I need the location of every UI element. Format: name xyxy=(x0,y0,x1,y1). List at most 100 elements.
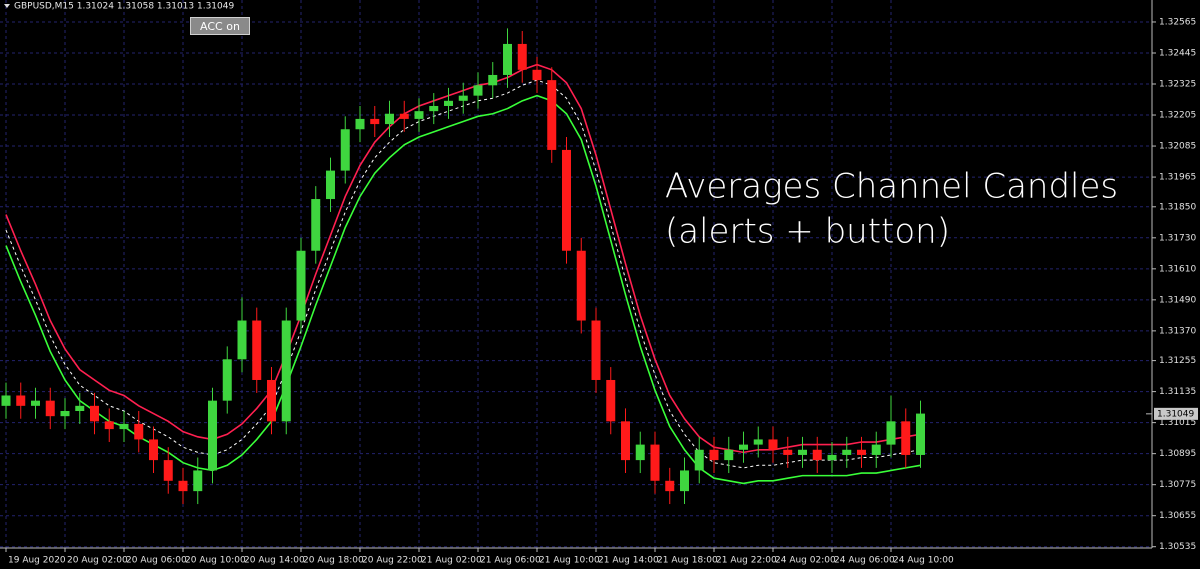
candle-body xyxy=(753,439,763,445)
y-tick-label: 1.31370 xyxy=(1159,326,1196,336)
x-tick-label: 24 Aug 02:00 xyxy=(775,556,836,566)
y-tick-label: 1.31015 xyxy=(1159,418,1196,428)
candle-body xyxy=(149,439,158,461)
chart-title: Averages Channel Candles xyxy=(665,167,1118,207)
candle-body xyxy=(532,69,542,81)
candle-body xyxy=(621,421,630,461)
candle-body xyxy=(444,100,453,106)
candle-body xyxy=(562,149,571,251)
y-tick-label: 1.30655 xyxy=(1159,511,1196,521)
x-tick-label: 21 Aug 18:00 xyxy=(657,556,718,566)
candle-body xyxy=(252,320,262,380)
candle-body xyxy=(503,43,512,75)
x-tick-label: 20 Aug 14:00 xyxy=(244,556,305,566)
candle-body xyxy=(871,444,881,455)
y-tick-label: 1.31850 xyxy=(1159,202,1196,212)
x-tick-label: 20 Aug 06:00 xyxy=(126,556,187,566)
candle-body xyxy=(916,413,925,455)
chart-subtitle: (alerts + button) xyxy=(665,212,950,252)
last-price-box xyxy=(1154,407,1198,420)
candle-body xyxy=(31,400,40,406)
y-tick-label: 1.31965 xyxy=(1159,173,1196,183)
candle-body xyxy=(399,113,409,119)
y-tick-label: 1.31490 xyxy=(1159,295,1196,305)
acc-button[interactable]: ACC on xyxy=(190,17,250,35)
y-tick-label: 1.32565 xyxy=(1159,17,1196,27)
x-tick-label: 20 Aug 22:00 xyxy=(362,556,423,566)
candle-body xyxy=(842,449,852,455)
y-tick-label: 1.31135 xyxy=(1159,387,1196,397)
candle-body xyxy=(606,379,616,422)
candle-body xyxy=(798,449,807,455)
candle-body xyxy=(16,395,26,406)
candle-body xyxy=(370,118,380,125)
x-tick-label: 20 Aug 02:00 xyxy=(67,556,128,566)
candle-body xyxy=(886,421,896,445)
candle-body xyxy=(901,421,911,455)
candle-body xyxy=(680,470,689,492)
candle-body xyxy=(60,411,70,417)
y-tick-label: 1.32325 xyxy=(1159,80,1196,90)
candle-body xyxy=(488,74,498,86)
candle-body xyxy=(517,43,527,70)
candle-body xyxy=(768,439,778,450)
candle-body xyxy=(134,423,144,440)
y-tick-label: 1.30535 xyxy=(1159,542,1196,552)
candle-body xyxy=(414,111,424,119)
candle-body xyxy=(296,250,306,321)
candle-body xyxy=(473,85,483,96)
candle-body xyxy=(724,449,734,461)
candle-body xyxy=(827,454,837,461)
candle-body xyxy=(281,320,291,422)
candle-body xyxy=(75,405,85,411)
y-tick-label: 1.31730 xyxy=(1159,233,1196,243)
x-tick-label: 21 Aug 14:00 xyxy=(598,556,659,566)
symbol-info: GBPUSD,M15 1.31024 1.31058 1.31013 1.310… xyxy=(14,2,234,12)
symbol-arrow xyxy=(4,4,10,8)
candle-body xyxy=(591,320,601,380)
candle-body xyxy=(385,113,394,125)
candle-body xyxy=(576,250,586,321)
candle-body xyxy=(119,423,129,430)
x-tick-label: 20 Aug 10:00 xyxy=(185,556,246,566)
candle-body xyxy=(178,480,188,492)
candle-body xyxy=(812,449,822,461)
candle-body xyxy=(739,444,748,450)
y-tick-label: 1.31255 xyxy=(1159,356,1196,366)
candle-body xyxy=(340,129,350,171)
y-tick-label: 1.32205 xyxy=(1159,111,1196,121)
candle-body xyxy=(237,320,247,360)
candle-body xyxy=(104,421,114,430)
x-tick-label: 21 Aug 06:00 xyxy=(480,556,541,566)
candle-body xyxy=(311,199,321,251)
y-tick-label: 1.32085 xyxy=(1159,142,1196,152)
candle-body xyxy=(163,460,173,481)
candle-body xyxy=(783,449,793,455)
candle-body xyxy=(458,95,468,101)
channel-line xyxy=(5,94,921,485)
candle-body xyxy=(547,80,557,150)
y-tick-label: 1.32445 xyxy=(1159,48,1196,58)
y-tick-label: 1.30895 xyxy=(1159,449,1196,459)
candle-body xyxy=(635,444,645,461)
x-tick-label: 21 Aug 10:00 xyxy=(539,556,600,566)
candle-body xyxy=(222,359,232,401)
candle-body xyxy=(429,105,439,112)
candle-body xyxy=(857,449,866,455)
grid xyxy=(0,0,1152,548)
last-price-label: 1.31049 xyxy=(1157,409,1194,419)
candle-body xyxy=(90,405,99,422)
candles xyxy=(1,28,925,505)
candle-body xyxy=(326,170,335,200)
candle-body xyxy=(650,444,660,481)
candle-body xyxy=(267,379,276,422)
candle-body xyxy=(709,449,719,461)
x-tick-label: 21 Aug 02:00 xyxy=(421,556,482,566)
x-tick-label: 24 Aug 06:00 xyxy=(834,556,895,566)
candle-body xyxy=(208,400,217,471)
y-tick-label: 1.31610 xyxy=(1159,264,1196,274)
candle-body xyxy=(355,118,365,130)
